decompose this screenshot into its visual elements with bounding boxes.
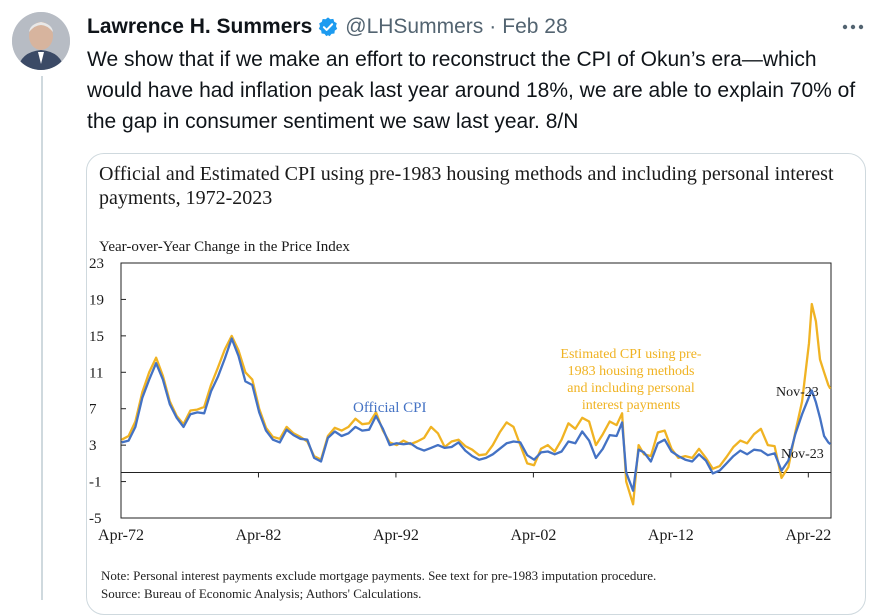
tweet-text: We show that if we make an effort to rec…	[87, 48, 856, 133]
chart-source: Source: Bureau of Economic Analysis; Aut…	[101, 586, 422, 601]
estimated-cpi-annotation-line: 1983 housing methods	[568, 364, 695, 379]
x-tick-label: Apr-72	[98, 527, 144, 544]
y-tick-label: 11	[89, 365, 103, 381]
chart-image-card[interactable]: Official and Estimated CPI using pre-198…	[86, 153, 866, 615]
thread-line	[41, 76, 43, 600]
verified-badge-icon	[317, 16, 339, 38]
cpi-line-chart: Year-over-Year Change in the Price Index…	[89, 239, 832, 544]
end-label-estimated: Nov-23	[776, 385, 819, 400]
estimated-cpi-annotation-line: interest payments	[582, 398, 680, 413]
estimated-cpi-line	[121, 302, 832, 506]
y-tick-label: 19	[89, 292, 104, 308]
x-tick-label: Apr-02	[510, 527, 556, 544]
estimated-cpi-annotation-line: and including personal	[567, 381, 695, 396]
separator-dot: ·	[489, 15, 497, 38]
x-tick-label: Apr-82	[236, 527, 282, 544]
author-handle[interactable]: @LHSummers	[345, 15, 484, 38]
official-cpi-line	[121, 337, 832, 492]
y-tick-label: 3	[89, 438, 97, 454]
author-name[interactable]: Lawrence H. Summers	[87, 15, 313, 38]
end-label-official: Nov-23	[781, 447, 824, 462]
chart-title: Official and Estimated CPI using pre-198…	[99, 163, 834, 209]
x-tick-label: Apr-92	[373, 527, 419, 544]
y-axis-label: Year-over-Year Change in the Price Index	[99, 239, 350, 255]
y-tick-label: 7	[89, 402, 97, 418]
x-tick-label: Apr-22	[785, 527, 831, 544]
more-horizontal-icon[interactable]	[836, 14, 870, 40]
avatar[interactable]	[12, 12, 70, 70]
x-tick-label: Apr-12	[648, 527, 694, 544]
y-tick-label: 15	[89, 329, 104, 345]
official-cpi-annotation: Official CPI	[353, 400, 426, 416]
y-tick-label: -1	[89, 475, 102, 491]
tweet-header: Lawrence H. Summers @LHSummers · Feb 28	[87, 12, 870, 42]
chart-note: Note: Personal interest payments exclude…	[101, 568, 657, 583]
y-tick-label: -5	[89, 511, 102, 527]
tweet-date[interactable]: Feb 28	[502, 15, 568, 38]
avatar-image	[12, 12, 70, 70]
plot-frame	[120, 262, 832, 519]
estimated-cpi-annotation-line: Estimated CPI using pre-	[560, 347, 701, 362]
y-tick-label: 23	[89, 256, 104, 272]
